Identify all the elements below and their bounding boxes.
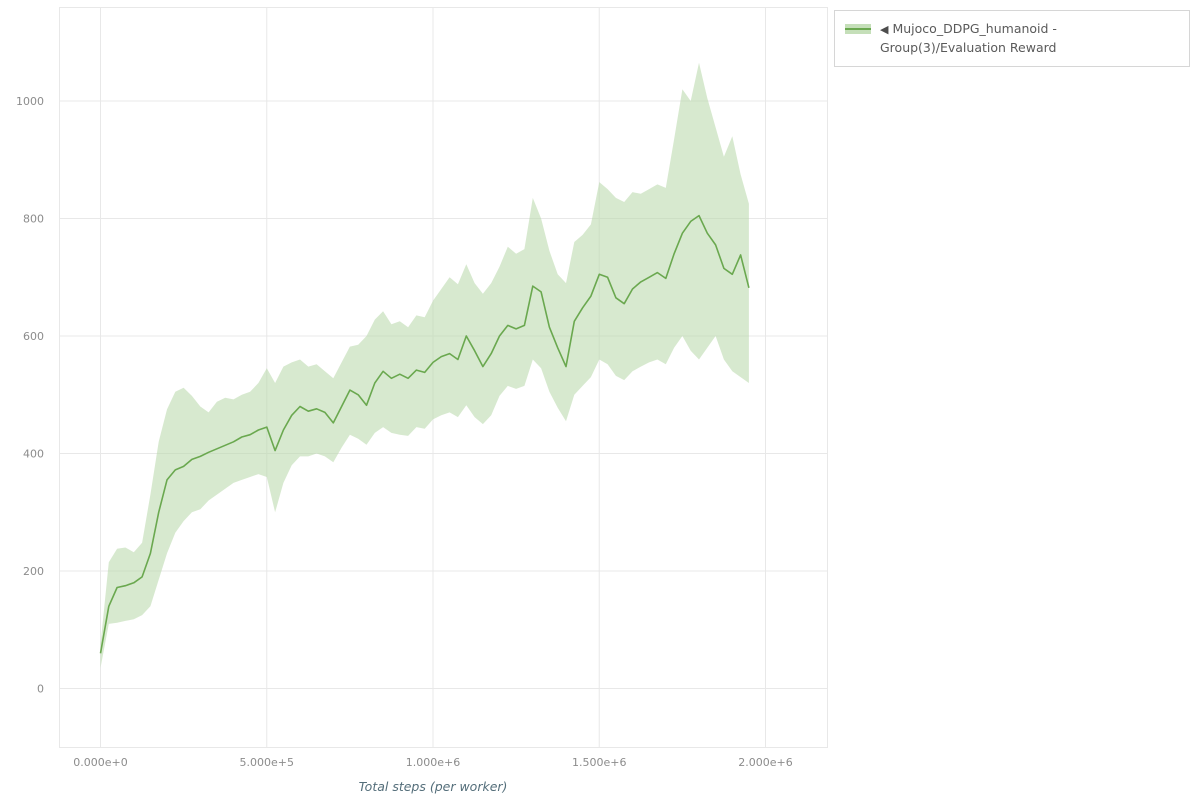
y-tick-label: 1000 [16, 95, 44, 108]
x-tick-label: 1.500e+6 [572, 756, 626, 769]
chart-svg[interactable]: 0.000e+0 5.000e+5 1.000e+6 1.500e+6 2.000e+6… [0, 0, 835, 800]
y-tick-label: 800 [23, 213, 44, 226]
x-tick-label: 5.000e+5 [240, 756, 294, 769]
legend-label: Mujoco_DDPG_humanoid - Group(3)/Evaluati… [880, 21, 1057, 56]
x-tick-label: 1.000e+6 [406, 756, 460, 769]
mean-line [99, 214, 750, 654]
x-tick-label: 0.000e+0 [73, 756, 127, 769]
collapse-icon[interactable]: ◀ [880, 23, 889, 36]
confidence-band [100, 62, 749, 668]
y-tick-label: 200 [23, 565, 44, 578]
y-tick-label: 600 [23, 330, 44, 343]
legend-series-swatch-icon [845, 22, 871, 41]
legend[interactable]: ◀ Mujoco_DDPG_humanoid - Group(3)/Evaluat… [834, 10, 1190, 67]
y-tick-label: 400 [23, 448, 44, 461]
x-axis-title: Total steps (per worker) [359, 779, 508, 794]
tick-labels: 0.000e+0 5.000e+5 1.000e+6 1.500e+6 2.000e+6… [16, 95, 793, 769]
legend-entry: ◀ Mujoco_DDPG_humanoid - Group(3)/Evaluat… [880, 19, 1179, 58]
x-tick-label: 2.000e+6 [738, 756, 792, 769]
y-tick-label: 0 [37, 683, 44, 696]
legend-swatch-svg [845, 24, 871, 34]
